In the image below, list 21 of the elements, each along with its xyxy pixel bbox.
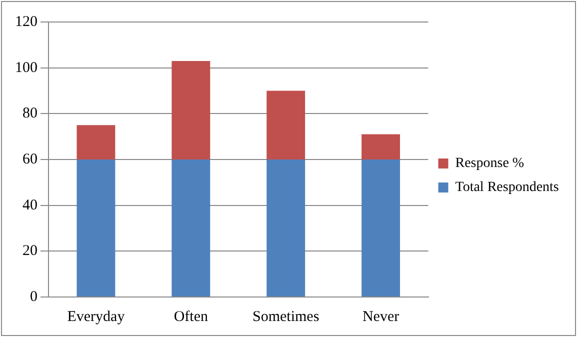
y-tick-label: 100 bbox=[15, 60, 38, 76]
y-tick-label: 20 bbox=[22, 243, 38, 260]
bar bbox=[172, 60, 210, 160]
y-tick-label: 40 bbox=[22, 197, 38, 214]
y-tick-label: 60 bbox=[22, 151, 38, 168]
bar bbox=[362, 134, 400, 160]
y-tick-label: 120 bbox=[15, 14, 38, 30]
bar bbox=[76, 125, 116, 160]
x-tick-label: Sometimes bbox=[252, 308, 320, 325]
legend-label: Total Respondents bbox=[455, 180, 559, 196]
x-tick-label: Often bbox=[174, 308, 208, 325]
bar bbox=[76, 160, 116, 296]
legend-label: Response % bbox=[455, 156, 524, 172]
bar bbox=[266, 90, 306, 160]
y-tick-label: 0 bbox=[30, 288, 38, 305]
bar bbox=[362, 160, 400, 296]
x-tick-label: Everyday bbox=[67, 308, 126, 325]
x-tick-label: Never bbox=[362, 308, 400, 325]
y-tick-label: 80 bbox=[22, 106, 38, 122]
bar bbox=[172, 160, 210, 296]
bar bbox=[266, 160, 306, 296]
